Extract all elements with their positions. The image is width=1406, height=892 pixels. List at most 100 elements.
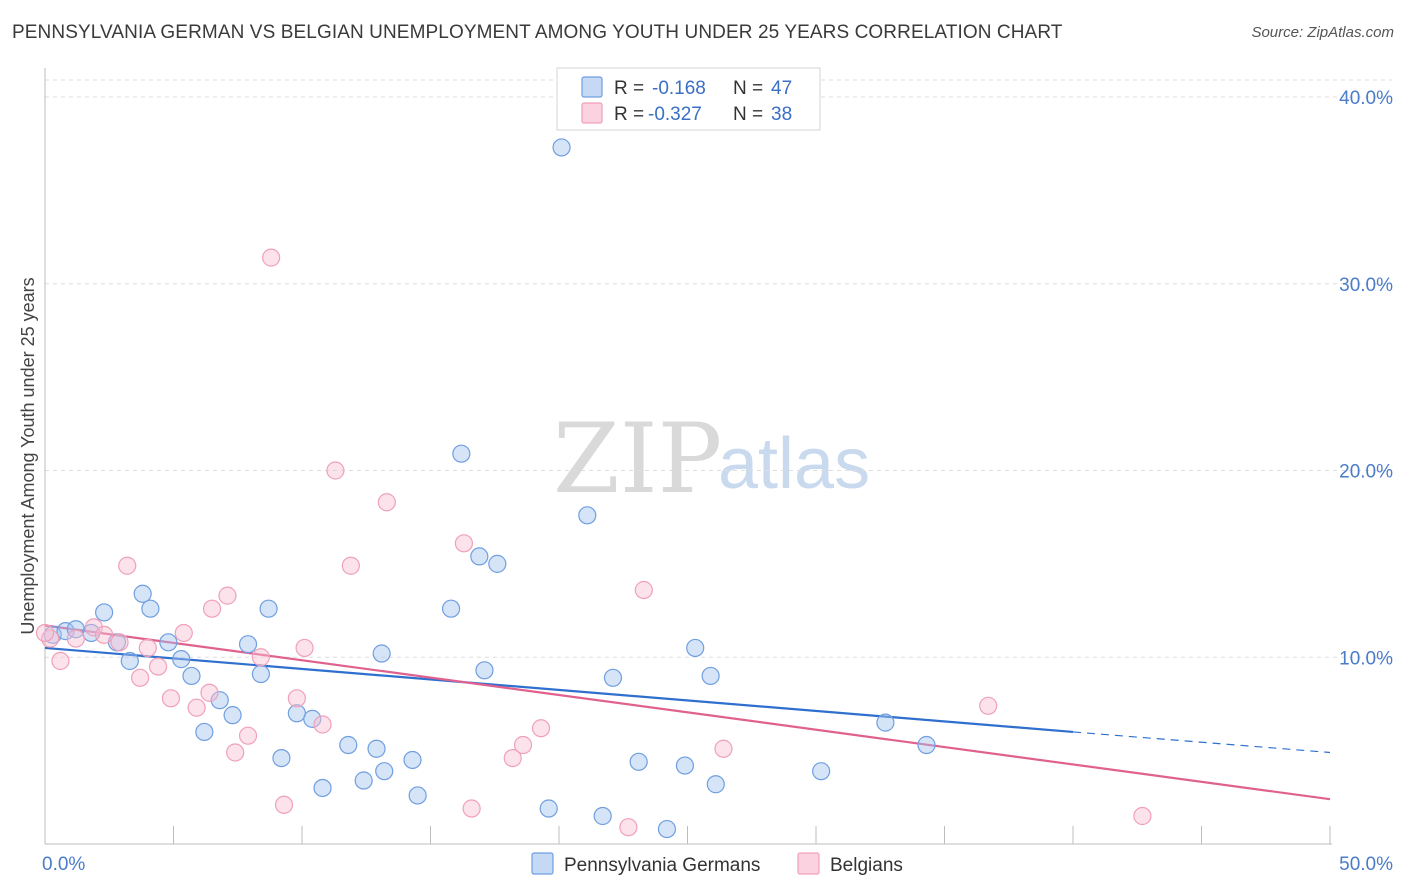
legend-n-value-2: 38 xyxy=(771,104,792,125)
pa-german-point-27 xyxy=(403,750,422,770)
pa-german-point-14 xyxy=(223,706,242,725)
data-points xyxy=(35,138,1152,839)
belgian-point-1 xyxy=(51,651,70,671)
belgian-point-5 xyxy=(110,633,129,652)
belgian-point-2 xyxy=(66,629,85,648)
pa-german-point-35 xyxy=(552,138,571,157)
y-tick-label-30: 30.0% xyxy=(1339,275,1393,296)
pa-german-point-33 xyxy=(488,554,507,573)
pa-german-point-12 xyxy=(195,722,214,742)
belgian-point-17 xyxy=(238,726,258,745)
pa-german-point-28 xyxy=(408,786,427,805)
belgian-point-16 xyxy=(226,743,245,762)
belgian-point-32 xyxy=(619,818,638,837)
belgian-point-9 xyxy=(148,657,168,676)
legend-r-label-1: R = xyxy=(614,78,644,99)
legend-n-value-1: 47 xyxy=(771,78,792,99)
y-tick-label-10: 10.0% xyxy=(1339,648,1393,669)
pa-german-point-24 xyxy=(367,739,386,758)
belgian-point-13 xyxy=(200,683,219,702)
belgian-point-20 xyxy=(274,795,294,814)
y-tick-label-20: 20.0% xyxy=(1339,462,1393,483)
belgian-point-3 xyxy=(84,618,103,637)
pa-german-point-43 xyxy=(701,666,720,686)
belgian-point-18 xyxy=(251,648,270,667)
belgian-point-23 xyxy=(313,715,332,734)
belgian-point-25 xyxy=(341,556,360,575)
pa-german-point-2 xyxy=(66,620,85,639)
x-tick-label-0: 0.0% xyxy=(42,854,85,875)
belgian-point-30 xyxy=(513,735,533,755)
pa-german-point-9 xyxy=(159,633,178,652)
belgian-point-24 xyxy=(326,461,345,480)
legend-r-value-2: -0.327 xyxy=(648,104,702,125)
pa-german-point-30 xyxy=(452,444,471,463)
pa-german-point-11 xyxy=(182,666,201,686)
legend-n-label-1: N = xyxy=(733,78,763,99)
belgian-point-31 xyxy=(531,719,551,738)
legend-bottom-label-1: Pennsylvania Germans xyxy=(564,855,760,876)
pa-german-point-37 xyxy=(593,806,612,826)
y-tick-labels: 10.0% 20.0% 30.0% 40.0% xyxy=(1339,88,1393,669)
legend-r-label-2: R = xyxy=(614,104,644,125)
pa-german-point-6 xyxy=(120,651,139,671)
legend-top-swatch-pink xyxy=(581,102,603,124)
gridlines xyxy=(45,79,1392,658)
watermark: ZIP atlas xyxy=(553,403,870,515)
pa-german-point-21 xyxy=(313,778,332,798)
legend-top-swatch-blue xyxy=(581,76,603,98)
x-tick-label-50: 50.0% xyxy=(1339,854,1393,875)
belgian-point-11 xyxy=(174,623,193,643)
axes xyxy=(44,68,1332,845)
belgian-point-8 xyxy=(138,638,157,658)
legend-bottom: Pennsylvania Germans Belgians xyxy=(531,852,903,876)
belgian-point-0 xyxy=(41,629,60,648)
watermark-atlas: atlas xyxy=(718,424,870,504)
pa-german-point-18 xyxy=(272,748,291,768)
pa-german-point-17 xyxy=(259,599,278,618)
pa-german-point-8 xyxy=(141,599,160,618)
pa-german-point-10 xyxy=(172,650,191,669)
belgian-point-14 xyxy=(202,599,222,618)
pa-german-point-42 xyxy=(686,638,705,658)
pa-german-point-31 xyxy=(470,547,489,566)
x-tick-labels: 0.0% 50.0% xyxy=(42,854,1393,875)
pa-german-point-29 xyxy=(441,599,461,618)
belgian-point-6 xyxy=(118,556,137,575)
pa-german-point-32 xyxy=(475,661,494,680)
belgian-point-27 xyxy=(454,534,474,553)
trend-lines xyxy=(44,624,1331,801)
pa-german-point-44 xyxy=(706,775,725,794)
pa-german-point-4 xyxy=(95,603,114,622)
legend-n-label-2: N = xyxy=(733,104,763,125)
pa-german-point-45 xyxy=(812,762,831,781)
source-credit: Source: ZipAtlas.com xyxy=(1251,24,1394,41)
pa-german-point-36 xyxy=(578,506,597,525)
pa-german-point-40 xyxy=(657,819,677,839)
pa-german-point-7 xyxy=(133,584,152,603)
pa-german-point-23 xyxy=(354,771,373,790)
pa-german-point-34 xyxy=(539,799,558,818)
belgian-trend-line xyxy=(44,624,1331,801)
y-axis-label: Unemployment Among Youth under 25 years xyxy=(18,277,38,634)
pa-german-trend-extension xyxy=(1072,731,1331,754)
pa-german-point-38 xyxy=(603,668,623,687)
belgian-point-7 xyxy=(130,668,150,687)
pa-german-point-26 xyxy=(375,762,394,781)
legend-bottom-label-2: Belgians xyxy=(830,855,903,876)
belgian-point-35 xyxy=(979,696,998,715)
belgian-point-21 xyxy=(287,689,306,708)
chart-title: PENNSYLVANIA GERMAN VS BELGIAN UNEMPLOYM… xyxy=(12,22,1063,43)
watermark-zip: ZIP xyxy=(553,403,722,515)
belgian-point-36 xyxy=(1133,806,1152,826)
legend-bottom-swatch-blue xyxy=(531,852,554,875)
belgian-point-28 xyxy=(462,799,481,818)
belgian-point-12 xyxy=(187,698,206,717)
pa-german-point-13 xyxy=(210,691,229,710)
belgian-point-22 xyxy=(295,638,314,658)
belgian-point-29 xyxy=(503,748,522,768)
pa-german-point-41 xyxy=(675,756,695,775)
y-tick-label-40: 40.0% xyxy=(1339,88,1393,109)
belgian-point-26 xyxy=(377,493,396,512)
